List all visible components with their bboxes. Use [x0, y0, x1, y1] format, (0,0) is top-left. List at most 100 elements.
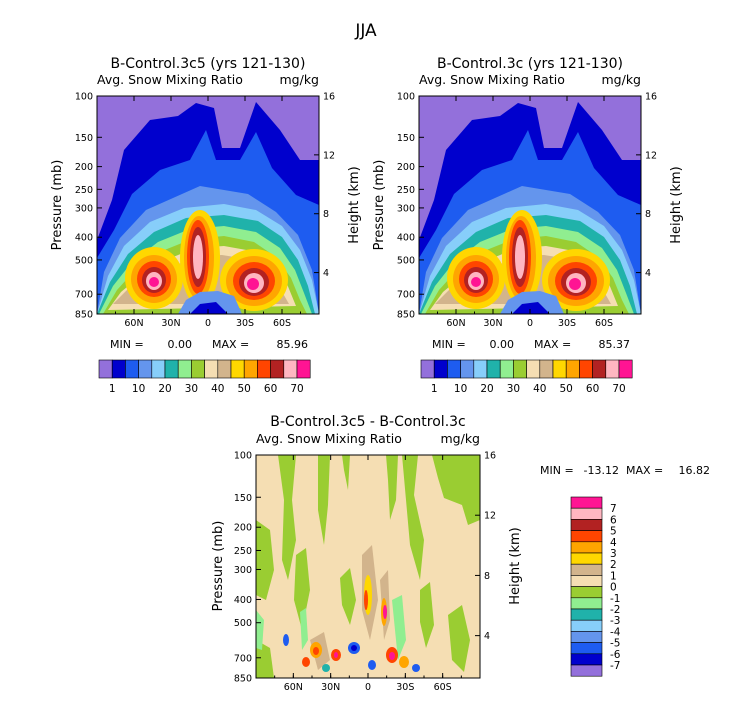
- colorbar-swatch: [270, 359, 285, 379]
- colorbar-tick-label: 1: [109, 383, 116, 395]
- colorbar-tick-label: 1: [431, 383, 438, 395]
- colorbar-tick-label: 5: [610, 526, 617, 538]
- colorbar-swatch: [570, 530, 603, 543]
- colorbar-tick-label: -5: [610, 638, 620, 650]
- panel-control-3c: B-Control.3c (yrs 121-130) Avg. Snow Mix…: [372, 56, 684, 395]
- colorbar-swatch: [486, 359, 501, 379]
- pressure-tick-label: 700: [75, 290, 93, 301]
- max-value: 85.96: [277, 338, 309, 351]
- colorbar-tick-label: 30: [185, 383, 198, 395]
- pressure-tick-label: 250: [75, 185, 93, 196]
- height-tick-label: 12: [323, 150, 335, 161]
- panel-title: B-Control.3c (yrs 121-130): [437, 56, 623, 72]
- colorbar-swatch: [98, 359, 113, 379]
- colorbar-swatch: [565, 359, 580, 379]
- panel-title: B-Control.3c5 (yrs 121-130): [111, 56, 306, 72]
- colorbar-swatch: [433, 359, 448, 379]
- colorbar-tick-label: -7: [610, 660, 620, 672]
- colorbar-swatch: [592, 359, 607, 379]
- colorbar-tick-label: 6: [610, 514, 617, 526]
- lat-tick-label: 30N: [161, 318, 180, 329]
- min-value: 0.00: [490, 338, 515, 351]
- colorbar-swatch: [243, 359, 258, 379]
- pressure-tick-label: 300: [75, 203, 93, 214]
- units-label: mg/kg: [280, 72, 320, 87]
- pressure-tick-label: 850: [234, 674, 252, 685]
- pressure-tick-label: 100: [234, 451, 252, 462]
- units-label: mg/kg: [441, 431, 481, 446]
- pressure-axis-label: Pressure (mb): [211, 521, 226, 612]
- colorbar-tick-label: 10: [132, 383, 145, 395]
- colorbar-tick-label: 60: [264, 383, 277, 395]
- max-label: MAX =: [212, 338, 249, 351]
- height-axis-label: Height (km): [669, 166, 684, 243]
- colorbar-swatch: [552, 359, 567, 379]
- lat-tick-label: 0: [205, 318, 211, 329]
- pressure-tick-label: 500: [397, 255, 415, 266]
- height-axis-label: Height (km): [508, 527, 523, 604]
- colorbar-tick-label: -2: [610, 604, 620, 616]
- colorbar-swatch: [138, 359, 153, 379]
- colorbar-tick-label: 1: [610, 570, 617, 582]
- colorbar-swatch: [125, 359, 139, 379]
- pressure-axis-label: Pressure (mb): [372, 160, 387, 251]
- lat-tick-label: 60N: [284, 682, 303, 693]
- pressure-tick-label: 500: [75, 255, 93, 266]
- units-label: mg/kg: [602, 72, 642, 87]
- max-value: 85.37: [599, 338, 631, 351]
- colorbar-tick-label: 70: [290, 383, 303, 395]
- colorbar-tick-label: 20: [158, 383, 171, 395]
- colorbar-tick-label: 3: [610, 548, 617, 560]
- colorbar-tick-label: 10: [454, 383, 467, 395]
- colorbar-tick-label: 70: [612, 383, 625, 395]
- min-label: MIN =: [432, 338, 466, 351]
- lat-tick-label: 30S: [558, 318, 576, 329]
- lat-tick-label: 60S: [595, 318, 613, 329]
- lat-tick-label: 60S: [434, 682, 452, 693]
- axis-ticks: 100 150 200 250 300 400 500 700 850 16 12 8 4 60N 30N 0…: [234, 451, 496, 694]
- height-tick-label: 16: [645, 92, 657, 103]
- contour-field: [256, 455, 480, 678]
- colorbar-swatch: [151, 359, 166, 379]
- colorbar-swatch: [164, 359, 179, 379]
- lat-tick-label: 0: [527, 318, 533, 329]
- lat-tick-label: 30S: [396, 682, 414, 693]
- lat-tick-label: 30N: [483, 318, 502, 329]
- lat-tick-label: 60S: [273, 318, 291, 329]
- colorbar: 1 10 20 30 40 50 60 70: [98, 359, 311, 395]
- colorbar-swatch: [513, 359, 527, 379]
- colorbar-swatch: [570, 552, 603, 565]
- height-tick-label: 12: [484, 511, 496, 522]
- colorbar-swatch: [605, 359, 620, 379]
- axis-ticks: 100 150 200 250 300 400 500 700 850 16 12 8 4 60N 30N 0…: [75, 92, 335, 330]
- colorbar-swatch: [230, 359, 245, 379]
- max-label: MAX =: [626, 464, 663, 477]
- colorbar-swatch: [570, 664, 603, 677]
- pressure-tick-label: 150: [234, 493, 252, 504]
- colorbar-swatch: [570, 631, 603, 643]
- pressure-tick-label: 250: [397, 185, 415, 196]
- height-tick-label: 8: [484, 571, 490, 582]
- colorbar-swatch: [177, 359, 192, 379]
- colorbar-swatch: [570, 541, 603, 554]
- colorbar-swatch: [420, 359, 435, 379]
- height-tick-label: 8: [323, 209, 329, 220]
- colorbar-swatch: [570, 597, 603, 610]
- colorbar-tick-label: -3: [610, 615, 620, 627]
- colorbar-tick-label: -1: [610, 593, 620, 605]
- pressure-tick-label: 250: [234, 546, 252, 557]
- colorbar-swatch: [257, 359, 271, 379]
- colorbar: 1 10 20 30 40 50 60 70: [420, 359, 633, 395]
- colorbar-swatch: [570, 563, 603, 576]
- colorbar-tick-label: 2: [610, 559, 617, 571]
- min-label: MIN =: [110, 338, 144, 351]
- colorbar-tick-label: 40: [533, 383, 546, 395]
- height-tick-label: 4: [484, 631, 490, 642]
- min-value: -13.12: [584, 464, 619, 477]
- colorbar-swatch: [283, 359, 298, 379]
- pressure-tick-label: 200: [397, 162, 415, 173]
- colorbar-swatch: [539, 359, 554, 379]
- lat-tick-label: 60N: [124, 318, 143, 329]
- pressure-axis-label: Pressure (mb): [50, 160, 65, 251]
